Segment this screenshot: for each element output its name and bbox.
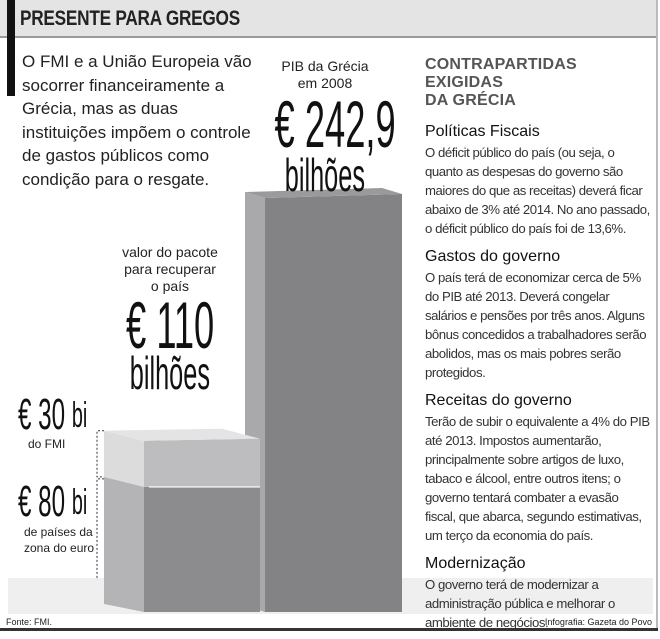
fmi-label: do FMI <box>28 437 66 451</box>
fmi-segment-front <box>144 438 260 487</box>
pacote-label-line1: valor do pacote <box>122 244 218 260</box>
pib-value: € 242,9 <box>274 87 396 161</box>
intro-text: O FMI e a União Europeia vão socorrer fi… <box>22 52 252 189</box>
accent-bar <box>7 0 15 96</box>
source-note: Fonte: FMI. <box>6 617 53 627</box>
pacote-unit: bilhões <box>129 347 211 399</box>
section-fiscal: Políticas Fiscais O déficit público do p… <box>425 123 650 236</box>
pib-bar-top <box>245 188 402 198</box>
pib-label-line2: em 2008 <box>297 75 353 91</box>
page-title: PRESENTE PARA GREGOS <box>20 7 240 30</box>
bottom-rule <box>0 628 658 631</box>
fmi-segment-top <box>104 428 260 441</box>
pacote-label-line2: para recuperar <box>124 261 216 277</box>
section-receitas: Receitas do governo Terão de subir o equ… <box>425 392 650 543</box>
euro-value: € 80 bi <box>18 477 88 526</box>
pacote-label: valor do pacote para recuperar o país <box>100 244 240 295</box>
requirements-heading: CONTRAPARTIDAS EXIGIDAS DA GRÉCIA <box>425 56 577 109</box>
euro-label: de países da zona do euro <box>24 525 95 555</box>
section-modernizacao: Modernização O governo terá de moderniza… <box>425 555 615 630</box>
pib-label: PIB da Grécia em 2008 <box>265 58 385 92</box>
euro-segment-front <box>144 486 260 612</box>
pib-unit: bilhões <box>284 149 366 201</box>
pib-label-line1: PIB da Grécia <box>281 58 369 74</box>
infographic-frame <box>656 0 658 628</box>
euro-segment-side <box>104 476 144 612</box>
section-gastos: Gastos do governo O país terá de economi… <box>425 248 647 380</box>
credit-note: Infografia: Gazeta do Povo <box>544 617 652 627</box>
pib-bar-front <box>265 194 402 612</box>
requirements-panel: CONTRAPARTIDAS EXIGIDAS DA GRÉCIA Políti… <box>425 56 651 632</box>
title-bar: PRESENTE PARA GREGOS <box>0 0 656 38</box>
fmi-value: € 30 bi <box>18 390 88 439</box>
pacote-label-line3: o país <box>150 278 190 294</box>
fmi-bracket <box>96 430 104 478</box>
pacote-value: € 110 <box>125 288 215 362</box>
fmi-segment-side <box>104 430 144 487</box>
